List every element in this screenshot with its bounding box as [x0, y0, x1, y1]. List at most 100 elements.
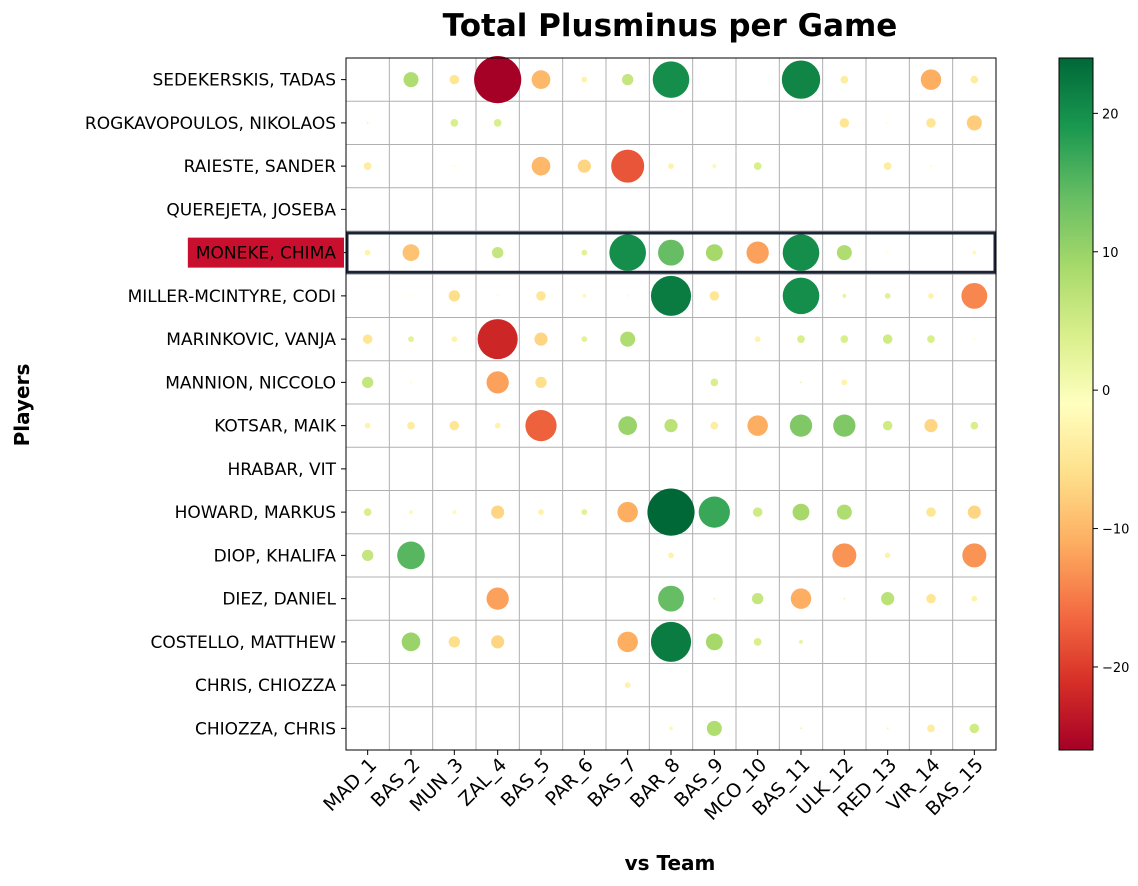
bubble-point	[364, 249, 371, 256]
x-tick-labels: MAD_1BAS_2MUN_3ZAL_4BAS_5PAR_6BAS_7BAR_8…	[319, 750, 988, 825]
y-tick-label: KOTSAR, MAIK	[214, 417, 337, 437]
bubble-point	[538, 509, 544, 516]
bubble-point	[364, 422, 371, 429]
bubble-point	[491, 246, 504, 259]
bubble-point	[620, 331, 636, 347]
y-tick-label: MARINKOVIC, VANJA	[166, 330, 336, 350]
bubble-point	[843, 597, 846, 600]
bubble-point	[841, 379, 848, 386]
bubble-point	[930, 165, 932, 168]
bubble-point	[474, 56, 522, 104]
bubble-point	[407, 421, 415, 430]
bubble-point	[712, 164, 717, 169]
bubble-point	[449, 74, 460, 85]
bubble-point	[747, 415, 768, 436]
bubble-point	[884, 552, 891, 559]
bubble-point	[926, 593, 936, 604]
bubble-point	[840, 335, 849, 343]
bubble-point	[973, 338, 976, 341]
bubble-point	[751, 592, 764, 605]
bubble-point	[753, 162, 762, 170]
bubble-point	[361, 376, 374, 389]
bubble-point	[453, 165, 456, 168]
bubble-point	[971, 595, 978, 602]
bubble-point	[668, 163, 674, 170]
bubble-point	[535, 376, 547, 389]
bubble-point	[450, 119, 459, 127]
bubble-point	[409, 510, 413, 515]
bubble-point	[621, 73, 634, 86]
bubble-point	[710, 421, 719, 430]
bubble-point	[581, 509, 588, 516]
bubble-point	[403, 72, 419, 88]
bubble-point	[882, 420, 893, 431]
bubble-point	[582, 293, 587, 298]
bubble-point	[833, 414, 856, 437]
bubble-point	[366, 121, 369, 124]
y-tick-label: HRABAR, VIT	[228, 460, 337, 480]
bubble-point	[842, 293, 847, 298]
bubble-point	[840, 75, 849, 84]
bubble-point	[609, 234, 646, 271]
bubble-point	[884, 292, 891, 299]
bubble-point	[626, 294, 629, 297]
bubble-point	[882, 334, 893, 344]
bubble-point	[969, 723, 980, 734]
bubble-point	[611, 149, 645, 183]
bubble-point	[797, 335, 805, 343]
colorbar-tick-label: 0	[1102, 384, 1110, 399]
bubble-point	[972, 250, 977, 255]
bubble-point	[618, 416, 637, 435]
bubble-point	[496, 294, 499, 297]
bubble-point	[652, 61, 690, 98]
bubble-point	[658, 585, 684, 612]
bubble-point	[410, 381, 412, 384]
bubble-point	[401, 632, 421, 652]
bubble-point	[881, 592, 895, 606]
y-tick-label: DIEZ, DANIEL	[222, 590, 336, 610]
bubble-point	[928, 292, 934, 299]
bubble-point	[706, 720, 722, 736]
bubble-point	[581, 336, 588, 343]
bubble-point	[581, 249, 588, 256]
bubble-point	[705, 244, 723, 262]
x-tick-label: MAD_1	[319, 754, 381, 816]
bubble-point	[362, 334, 373, 344]
bubble-point	[886, 727, 889, 730]
bubble-point	[581, 76, 588, 83]
bubble-point	[800, 381, 802, 384]
bubble-point	[970, 75, 979, 84]
bubble-point	[361, 549, 374, 562]
y-tick-labels: SEDEKERSKIS, TADAS ROGKAVOPOULOS, NIKOLAO…	[85, 71, 346, 739]
bubble-point	[448, 290, 461, 302]
bubble-point	[886, 121, 889, 124]
y-tick-label: QUEREJETA, JOSEBA	[166, 200, 336, 220]
bubble-point	[534, 332, 548, 346]
bubble-point	[789, 414, 813, 437]
bubble-point	[363, 162, 372, 170]
colorbar-tick-label: −20	[1102, 661, 1129, 676]
chart-title: Total Plusminus per Game	[443, 8, 898, 44]
bubble-point	[650, 621, 692, 662]
bubble-point	[782, 277, 820, 315]
bubble-layer	[361, 56, 988, 736]
bubble-point	[617, 631, 638, 653]
bubble-point	[525, 410, 557, 442]
bubble-point	[664, 419, 678, 433]
bubble-point	[746, 241, 769, 264]
bubble-point	[531, 156, 551, 176]
bubble-point	[408, 336, 414, 343]
x-tick-label: BAS_5	[497, 754, 555, 812]
bubble-point	[658, 239, 684, 266]
bubble-point	[491, 635, 505, 649]
colorbar-tick-label: 20	[1102, 107, 1119, 122]
highlight-row-box	[345, 231, 997, 274]
bubble-point	[839, 118, 850, 128]
bubble-point	[836, 245, 852, 261]
y-tick-label: MANNION, NICCOLO	[165, 373, 336, 393]
bubble-point	[927, 335, 935, 343]
y-tick-label: SEDEKERSKIS, TADAS	[152, 71, 336, 91]
bubble-point	[970, 421, 979, 430]
bubble-point	[531, 70, 551, 89]
